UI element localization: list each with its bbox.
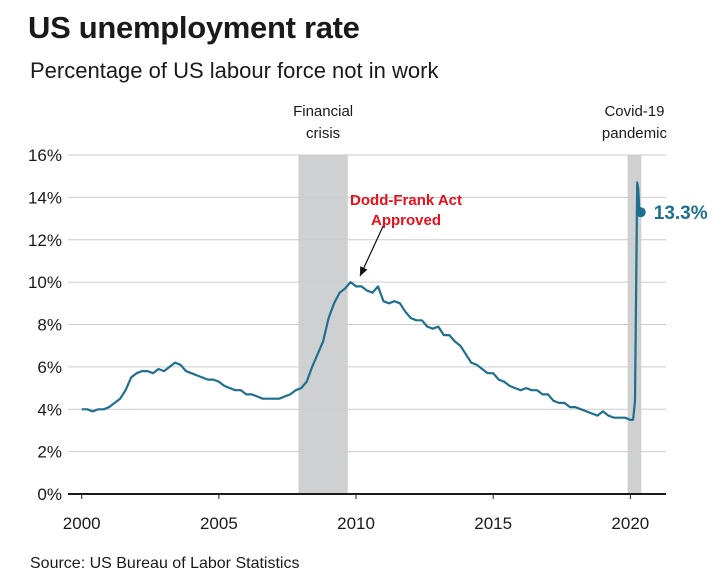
y-tick-label-6: 12%: [28, 231, 62, 250]
annotation-arrow-0: [359, 223, 385, 277]
y-tick-label-3: 6%: [37, 358, 62, 377]
x-tick-label-3: 2015: [474, 514, 512, 533]
end-point-marker: [635, 207, 646, 218]
chart-subtitle: Percentage of US labour force not in wor…: [30, 58, 439, 83]
y-tick-label-5: 10%: [28, 273, 62, 292]
y-tick-label-7: 14%: [28, 188, 62, 207]
x-tick-label-2: 2010: [337, 514, 375, 533]
x-tick-label-1: 2005: [200, 514, 238, 533]
chart-title: US unemployment rate: [28, 10, 360, 45]
shaded-period-label-0-0: Financial: [293, 103, 353, 120]
x-tick-label-0: 2000: [63, 514, 101, 533]
y-tick-label-1: 2%: [37, 443, 62, 462]
shaded-period-label-1-1: pandemic: [602, 125, 668, 142]
shaded-period-label-0-1: crisis: [306, 125, 340, 142]
y-tick-label-0: 0%: [37, 485, 62, 504]
y-tick-label-2: 4%: [37, 400, 62, 419]
source-note: Source: US Bureau of Labor Statistics: [30, 555, 300, 572]
series-line-0: [81, 181, 641, 421]
shaded-period-label-1-0: Covid-19: [604, 103, 664, 120]
end-value-label: 13.3%: [654, 203, 708, 224]
annotation-label-0-0: Dodd-Frank Act: [350, 192, 462, 209]
x-tick-label-4: 2020: [611, 514, 649, 533]
y-tick-label-8: 16%: [28, 146, 62, 165]
annotation-label-0-1: Approved: [371, 212, 441, 229]
y-tick-label-4: 8%: [37, 316, 62, 335]
annotation-arrowhead-0: [360, 266, 368, 277]
